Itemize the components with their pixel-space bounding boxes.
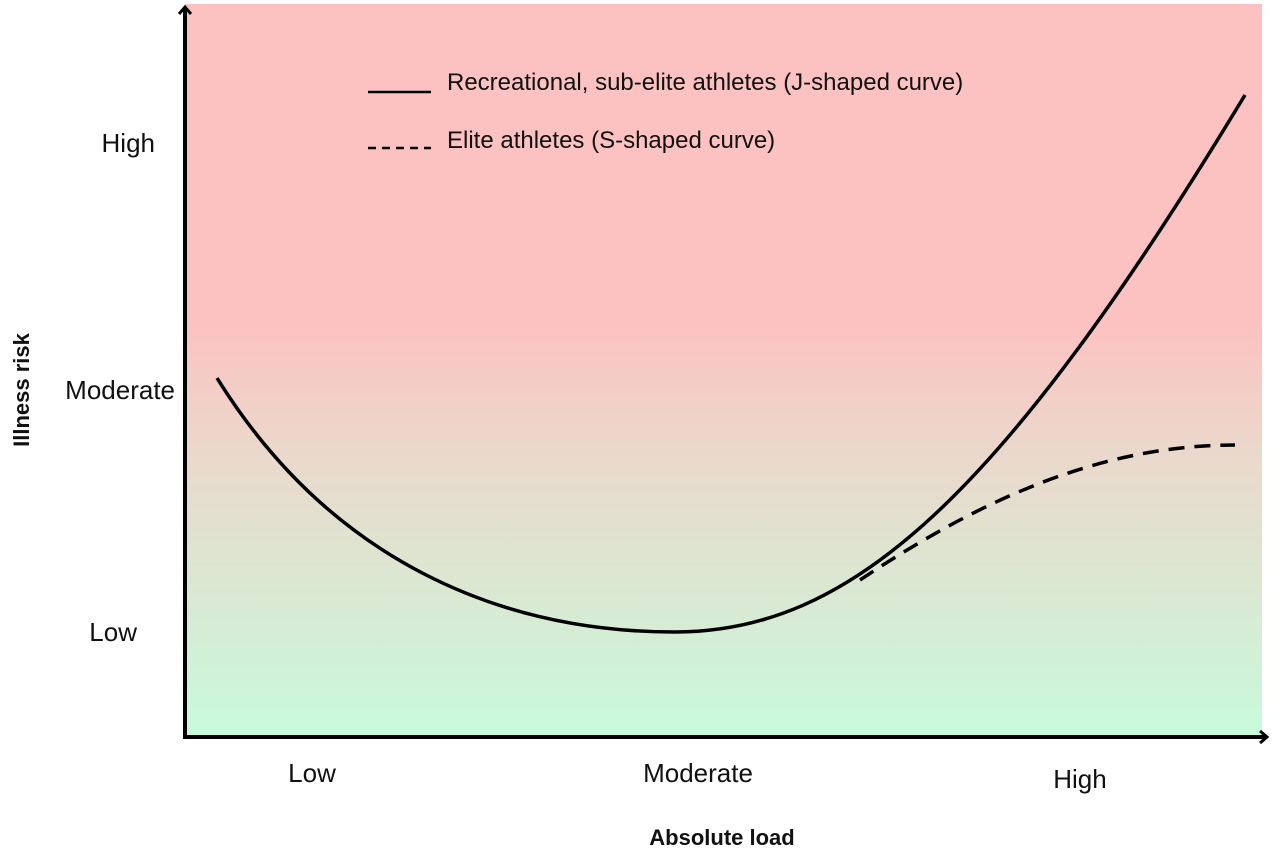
j-shaped-curve	[215, 94, 1247, 634]
x-tick-high: High	[1053, 764, 1107, 794]
y-axis-title: Illness risk	[9, 333, 34, 447]
risk-gradient-background	[185, 4, 1262, 735]
x-tick-moderate: Moderate	[643, 758, 753, 788]
x-tick-low: Low	[288, 758, 336, 788]
legend-label-elite: Elite athletes (S-shaped curve)	[447, 127, 776, 154]
y-tick-moderate: Moderate	[65, 375, 175, 405]
y-tick-high: High	[101, 128, 155, 158]
x-axis-title: Absolute load	[649, 825, 795, 850]
y-tick-low: Low	[89, 617, 137, 647]
legend-label-recreational: Recreational, sub-elite athletes (J-shap…	[447, 69, 964, 96]
s-shaped-curve	[859, 443, 1236, 582]
